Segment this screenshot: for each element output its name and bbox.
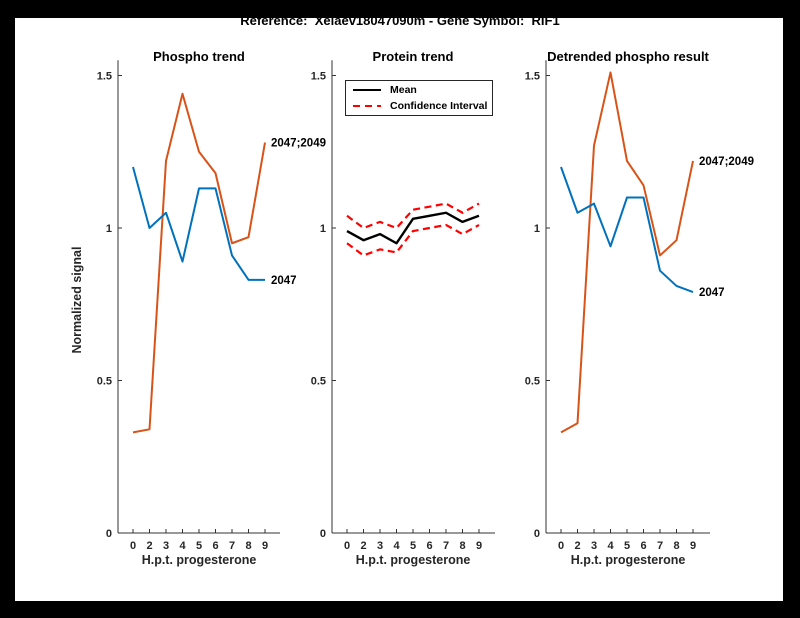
- legend-ci-line-sample: [353, 104, 381, 108]
- x-tick-label: 0: [344, 540, 350, 552]
- x-tick-label: 7: [657, 540, 663, 552]
- series-end-label: 2047;2049: [699, 156, 754, 168]
- y-tick-label: 0.5: [97, 376, 112, 388]
- x-axis-label-left: H.p.t. progesterone: [141, 553, 257, 567]
- x-tick-label: 8: [459, 540, 465, 552]
- series-line-2047-2049: [132, 92, 266, 434]
- series-line-2047: [132, 166, 265, 281]
- plot-panel-1: 0 2 3 4 5 6 7 8 900.511.5: [311, 60, 495, 552]
- x-tick-label: 6: [212, 540, 218, 552]
- x-tick-label: 0: [558, 540, 564, 552]
- y-tick-label: 0: [534, 528, 540, 540]
- x-tick-label: 3: [377, 540, 383, 552]
- legend-mean-label: Mean: [390, 84, 417, 96]
- legend-mean-line-sample: [353, 89, 381, 91]
- x-tick-label: 8: [673, 540, 679, 552]
- series-line-Confidence-Interval-lower: [346, 223, 480, 257]
- x-tick-label: 3: [591, 540, 597, 552]
- x-tick-label: 0: [130, 540, 136, 552]
- y-tick-label: 1: [106, 223, 112, 235]
- x-tick-label: 7: [229, 540, 235, 552]
- x-axis-label-middle: H.p.t. progesterone: [355, 553, 471, 567]
- series-line-2047: [560, 166, 694, 293]
- x-tick-label: 2: [574, 540, 580, 552]
- x-tick-label: 2: [146, 540, 152, 552]
- series-line-2047-2049: [560, 71, 694, 434]
- y-tick-label: 1.5: [311, 71, 326, 83]
- y-tick-label: 0: [320, 528, 326, 540]
- y-tick-label: 1.5: [525, 71, 540, 83]
- x-tick-label: 6: [426, 540, 432, 552]
- series-end-label: 2047: [271, 275, 297, 287]
- panel-title-phospho-trend: Phospho trend: [153, 49, 245, 64]
- x-axis-label-right: H.p.t. progesterone: [570, 553, 686, 567]
- y-tick-label: 0.5: [311, 376, 326, 388]
- x-tick-label: 5: [196, 540, 202, 552]
- x-tick-label: 5: [410, 540, 416, 552]
- x-tick-label: 4: [607, 540, 614, 552]
- x-tick-label: 5: [624, 540, 630, 552]
- x-tick-label: 9: [476, 540, 482, 552]
- y-tick-label: 0: [106, 528, 112, 540]
- figure-title: Reference: Xelaev18047090m - Gene Symbol…: [240, 13, 560, 28]
- x-tick-label: 4: [393, 540, 400, 552]
- x-tick-label: 2: [360, 540, 366, 552]
- x-tick-label: 9: [262, 540, 268, 552]
- y-tick-label: 1.5: [97, 71, 112, 83]
- x-tick-label: 6: [640, 540, 646, 552]
- legend-box: Mean Confidence Interval: [345, 80, 493, 116]
- legend-row-confidence-interval: Confidence Interval: [346, 98, 492, 114]
- x-tick-label: 9: [690, 540, 696, 552]
- y-tick-label: 0.5: [525, 376, 540, 388]
- panel-title-detrended-result: Detrended phospho result: [547, 49, 709, 64]
- y-axis-label: Normalized signal: [70, 246, 84, 354]
- series-line-Confidence-Interval-upper: [346, 202, 480, 230]
- x-tick-label: 7: [443, 540, 449, 552]
- legend-row-mean: Mean: [346, 82, 492, 98]
- series-end-label: 2047: [699, 287, 725, 299]
- series-line-Mean: [346, 211, 480, 245]
- y-tick-label: 1: [534, 223, 540, 235]
- x-tick-label: 4: [179, 540, 186, 552]
- series-end-label: 2047;2049: [271, 138, 326, 150]
- x-tick-label: 3: [163, 540, 169, 552]
- x-tick-label: 8: [245, 540, 251, 552]
- y-tick-label: 1: [320, 223, 326, 235]
- panel-title-protein-trend: Protein trend: [372, 49, 454, 64]
- legend-ci-label: Confidence Interval: [390, 100, 488, 112]
